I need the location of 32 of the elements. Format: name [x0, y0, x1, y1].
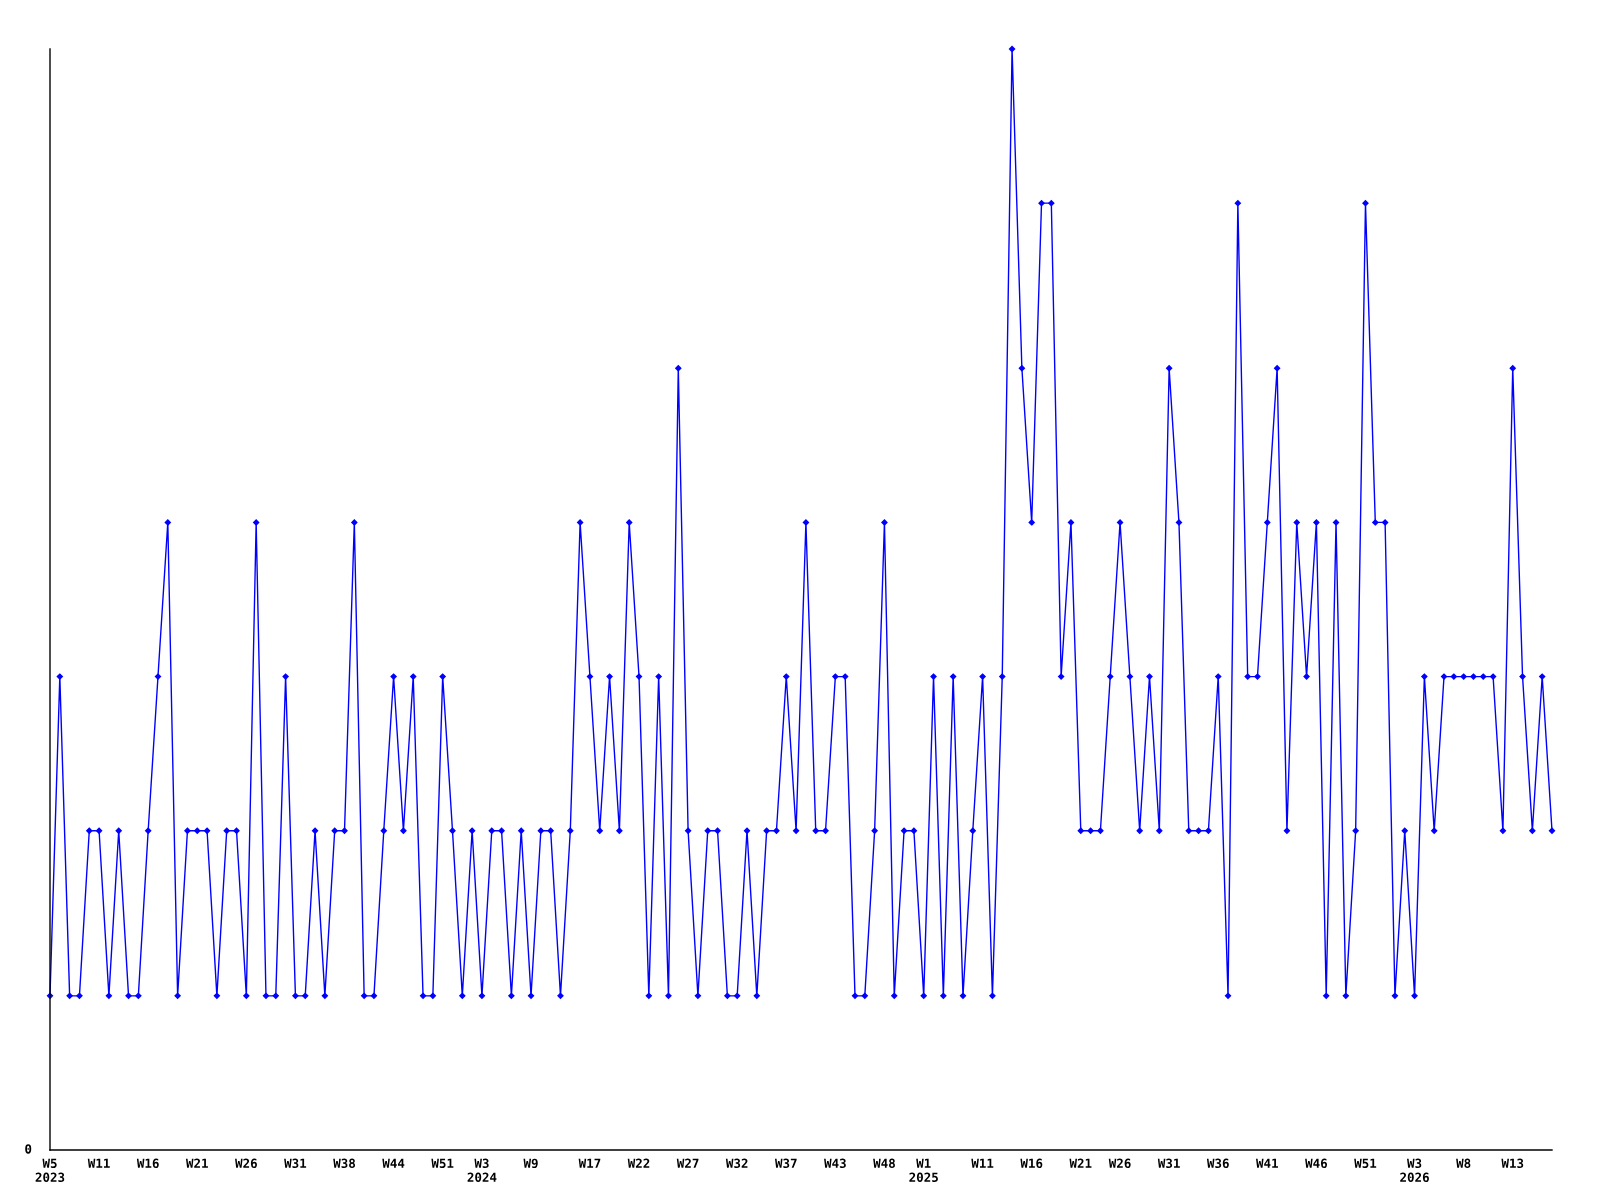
x-tick-label: W38 [333, 1158, 356, 1169]
x-tick-label: W21 [185, 1158, 208, 1168]
x-tick-label: W31 [1157, 1158, 1180, 1169]
x-tick-label: W16 [1020, 1158, 1043, 1169]
x-tick-label: W37 [774, 1158, 797, 1169]
x-tick-label: W48 [873, 1158, 895, 1169]
x-tick-label: W36 [1206, 1158, 1229, 1169]
text: 0 [25, 1144, 32, 1154]
x-tick-label: W26 [1108, 1158, 1131, 1169]
x-tick-label: W41 [1256, 1158, 1278, 1168]
x-tick-label: W16 [136, 1158, 159, 1169]
x-tick-label: W31 [284, 1158, 307, 1169]
x-tick-label: W11 [971, 1158, 994, 1168]
x-tick-label: W1 2025 [909, 1158, 938, 1183]
x-tick-label: W5 2023 [35, 1158, 65, 1183]
x-tick-label: W17 [578, 1158, 601, 1168]
x-tick-label: W3 2024 [467, 1158, 497, 1183]
x-tick-label: W13 [1501, 1158, 1524, 1169]
x-tick-label: W51 [431, 1158, 454, 1169]
x-tick-label: W27 [676, 1158, 699, 1168]
x-tick-label: W32 [725, 1158, 748, 1169]
x-tick-label: W11 [87, 1158, 110, 1168]
x-tick-label: W26 [235, 1158, 257, 1169]
x-tick-label: W22 [627, 1158, 650, 1168]
x-tick-label: W43 [824, 1158, 846, 1169]
x-tick-label: W51 [1354, 1158, 1377, 1169]
x-tick-label: W9 [523, 1158, 538, 1169]
x-tick-label: W8 [1456, 1158, 1471, 1169]
x-tick-label: W44 [382, 1158, 405, 1168]
x-tick-label: W21 [1069, 1158, 1092, 1168]
x-tick-label: W46 [1305, 1158, 1327, 1169]
x-tick-label: W3 2026 [1400, 1158, 1429, 1183]
